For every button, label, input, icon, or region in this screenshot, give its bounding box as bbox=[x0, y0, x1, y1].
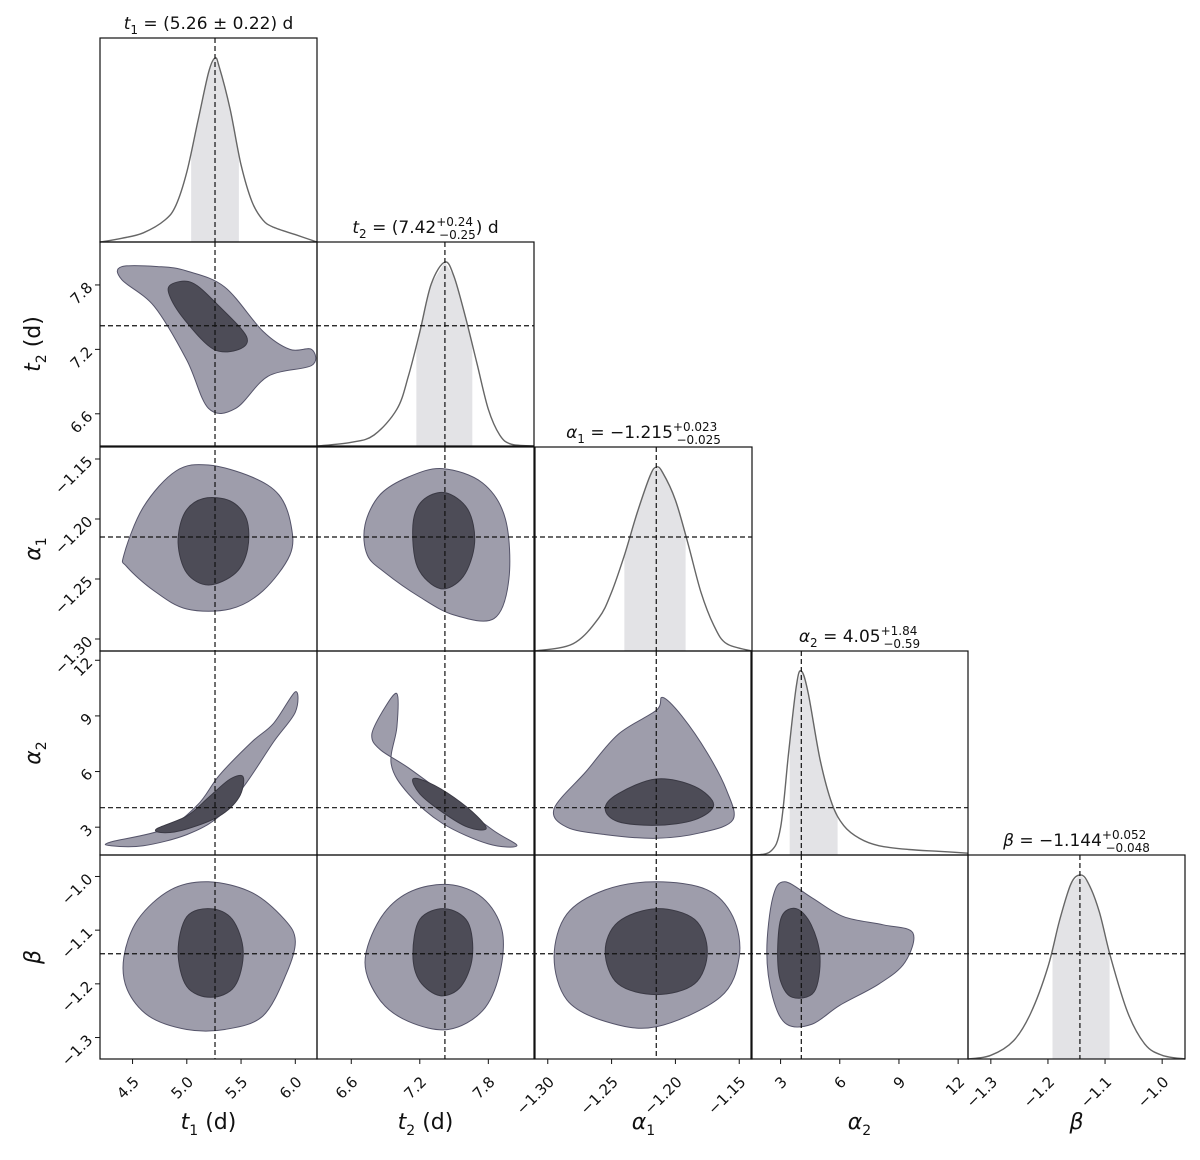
title-b: β = −1.144+0.052 −0.048 bbox=[1002, 828, 1150, 855]
credible-interval-a1 bbox=[624, 467, 686, 651]
contour-1sigma-a2-t2 bbox=[412, 777, 487, 831]
panel-b-t2 bbox=[316, 854, 535, 1060]
x-tick-label-a1: −1.25 bbox=[577, 1073, 622, 1118]
x-axis-label-t1: t1 (d) bbox=[181, 1110, 237, 1139]
marginal-curve-a2 bbox=[750, 670, 969, 856]
y-tick-label-t2: 6.6 bbox=[67, 407, 97, 437]
contour-1sigma-a1-t1 bbox=[177, 497, 250, 586]
panel-a2-a2 bbox=[750, 650, 969, 856]
y-tick-label-b: −1.3 bbox=[58, 1031, 96, 1069]
panel-t2-t2 bbox=[316, 241, 535, 447]
panel-a2-t2 bbox=[316, 650, 535, 856]
y-tick-label-b: −1.2 bbox=[58, 977, 96, 1015]
credible-interval-t1 bbox=[191, 58, 239, 242]
y-tick-label-a2: 3 bbox=[77, 821, 96, 840]
x-tick-label-b: −1.0 bbox=[1134, 1073, 1172, 1111]
panel-t1-t1 bbox=[99, 37, 318, 243]
panel-a2-t1 bbox=[99, 650, 318, 856]
panel-a1-t1 bbox=[99, 446, 318, 652]
panel-a1-a1 bbox=[534, 446, 753, 652]
y-axis-label-b: β bbox=[21, 950, 46, 965]
panel-b-b bbox=[967, 854, 1186, 1060]
y-tick-label-a1: −1.25 bbox=[51, 573, 96, 618]
x-axis-label-b: β bbox=[1068, 1110, 1083, 1135]
x-tick-label-t1: 5.0 bbox=[167, 1073, 197, 1103]
panel-a1-t2 bbox=[316, 446, 535, 652]
x-tick-label-a1: −1.15 bbox=[704, 1073, 749, 1118]
x-tick-label-a2: 3 bbox=[771, 1073, 790, 1092]
panel-t2-t1 bbox=[99, 241, 318, 447]
x-tick-label-b: −1.2 bbox=[1020, 1073, 1058, 1111]
title-t2: t2 = (7.42+0.24 −0.25) d bbox=[352, 215, 498, 242]
contour-1sigma-b-t2 bbox=[412, 908, 474, 997]
x-tick-label-t2: 7.8 bbox=[469, 1073, 499, 1103]
y-axis-label-t2: t2 (d) bbox=[21, 316, 50, 372]
y-tick-label-a2: 9 bbox=[77, 710, 96, 729]
y-tick-label-a1: −1.20 bbox=[51, 513, 96, 558]
x-tick-label-a2: 12 bbox=[942, 1073, 968, 1099]
credible-interval-a2 bbox=[789, 671, 838, 855]
y-axis-label-a2: α2 bbox=[21, 741, 50, 764]
x-axis-label-t2: t2 (d) bbox=[398, 1110, 454, 1139]
x-tick-label-t1: 5.5 bbox=[222, 1073, 252, 1103]
credible-interval-b bbox=[1052, 875, 1110, 1059]
x-tick-label-t1: 6.0 bbox=[276, 1073, 306, 1103]
credible-interval-t2 bbox=[416, 262, 473, 446]
contour-1sigma-t2-t1 bbox=[167, 280, 248, 353]
contour-1sigma-b-t1 bbox=[177, 908, 244, 998]
x-tick-label-t1: 4.5 bbox=[113, 1073, 143, 1103]
y-tick-label-t2: 7.8 bbox=[67, 279, 97, 309]
y-tick-label-t2: 7.2 bbox=[67, 343, 97, 373]
y-tick-label-b: −1.0 bbox=[58, 870, 96, 908]
panel-b-t1 bbox=[99, 854, 318, 1060]
y-tick-label-a2: 6 bbox=[77, 765, 96, 784]
title-t1: t1 = (5.26 ± 0.22) d bbox=[124, 14, 294, 37]
contour-1sigma-a2-a1 bbox=[604, 778, 715, 826]
x-tick-label-b: −1.1 bbox=[1077, 1073, 1115, 1111]
y-tick-label-b: −1.1 bbox=[58, 924, 96, 962]
title-a1: α1 = −1.215+0.023 −0.025 bbox=[566, 420, 721, 447]
x-tick-label-b: −1.3 bbox=[963, 1073, 1001, 1111]
y-tick-label-a1: −1.15 bbox=[51, 453, 96, 498]
x-axis-label-a2: α2 bbox=[848, 1110, 871, 1139]
x-tick-label-a1: −1.20 bbox=[640, 1073, 685, 1118]
x-tick-label-a2: 9 bbox=[890, 1073, 909, 1092]
title-a2: α2 = 4.05+1.84 −0.59 bbox=[799, 624, 920, 651]
x-tick-label-t2: 7.2 bbox=[400, 1073, 430, 1103]
x-axis-label-a1: α1 bbox=[632, 1110, 655, 1139]
x-tick-label-t2: 6.6 bbox=[332, 1073, 362, 1103]
panel-a2-a1 bbox=[534, 650, 753, 856]
y-axis-label-a1: α1 bbox=[21, 537, 50, 560]
x-tick-label-a1: −1.30 bbox=[513, 1073, 558, 1118]
panel-b-a1 bbox=[534, 854, 753, 1060]
contour-1sigma-a1-t2 bbox=[412, 491, 476, 590]
panel-b-a2 bbox=[750, 854, 969, 1060]
x-tick-label-a2: 6 bbox=[831, 1073, 850, 1092]
